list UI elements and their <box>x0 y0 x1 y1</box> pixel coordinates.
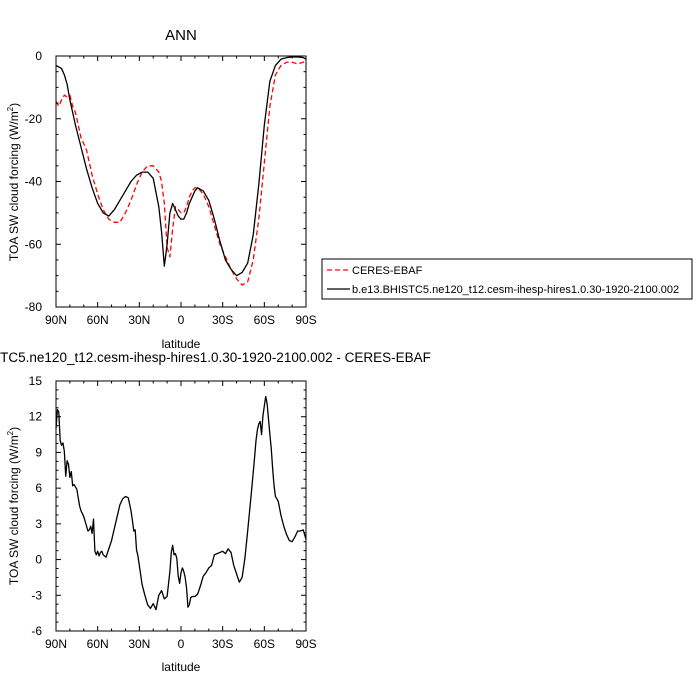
top-y-tick-label: -40 <box>25 175 43 189</box>
top-x-tick-label: 90N <box>45 313 67 327</box>
bottom-panel-difference-chart: b.e13.BHISTC5.ne120_t12.cesm-ihesp-hires… <box>0 350 431 674</box>
bottom-x-tick-label: 30N <box>128 637 150 651</box>
bottom-y-tick-label: 9 <box>35 445 42 459</box>
bottom-x-axis-label: latitude <box>162 660 201 674</box>
top-y-axis-label: TOA SW cloud forcing (W/m2) <box>6 103 21 261</box>
top-x-tick-label: 90S <box>295 313 316 327</box>
top-x-tick-label: 30N <box>128 313 150 327</box>
bottom-x-tick-label: 90S <box>295 637 316 651</box>
legend-label-ceres-ebaf: CERES-EBAF <box>352 265 423 277</box>
bottom-y-tick-label: 6 <box>35 481 42 495</box>
bottom-series-line-series-0 <box>55 395 307 611</box>
bottom-y-tick-label: -3 <box>31 588 42 602</box>
top-series-line-ceres-ebaf <box>55 60 307 286</box>
top-x-axis-label: latitude <box>162 337 201 351</box>
top-series-line-b-e13-bhistc5-ne120-t12-cesm-ihesp-hires <box>55 56 307 277</box>
bottom-y-axis-label: TOA SW cloud forcing (W/m2) <box>6 427 21 585</box>
top-y-tick-label: -60 <box>25 237 43 251</box>
legend: CERES-EBAF b.e13.BHISTC5.ne120_t12.cesm-… <box>321 258 693 300</box>
top-plot-area: 90N 60N 30N 0 30S 60S 90S -80 -60 -40 -20 0 <box>25 49 317 327</box>
top-chart-title: ANN <box>165 27 197 44</box>
bottom-y-tick-label: 15 <box>29 374 43 388</box>
bottom-chart-title: b.e13.BHISTC5.ne120_t12.cesm-ihesp-hires… <box>0 350 431 365</box>
top-y-tick-label: 0 <box>35 49 42 63</box>
top-y-tick-label: -20 <box>25 112 43 126</box>
bottom-plot-area: 90N 60N 30N 0 30S 60S 90S -6 -3 0 3 6 9 12 15 <box>29 374 317 651</box>
bottom-x-tick-label: 30S <box>212 637 233 651</box>
bottom-x-tick-label: 0 <box>178 637 185 651</box>
top-x-tick-label: 0 <box>178 313 185 327</box>
bottom-y-tick-label: 12 <box>29 410 43 424</box>
top-x-tick-label: 60S <box>254 313 275 327</box>
top-y-tick-label: -80 <box>25 300 43 314</box>
bottom-y-tick-label: -6 <box>31 624 42 638</box>
bottom-x-tick-label: 90N <box>45 637 67 651</box>
bottom-y-tick-label: 0 <box>35 553 42 567</box>
top-panel-line-chart: ANN 90N 60N 30N 0 30S 60S 90S -80 -60 -40 -20 0 lat… <box>6 27 317 351</box>
bottom-y-tick-label: 3 <box>35 517 42 531</box>
bottom-x-tick-label: 60S <box>254 637 275 651</box>
top-x-tick-label: 30S <box>212 313 233 327</box>
bottom-x-tick-label: 60N <box>87 637 109 651</box>
top-x-tick-label: 60N <box>87 313 109 327</box>
legend-label-model: b.e13.BHISTC5.ne120_t12.cesm-ihesp-hires… <box>352 284 679 296</box>
legend-box <box>321 258 693 300</box>
